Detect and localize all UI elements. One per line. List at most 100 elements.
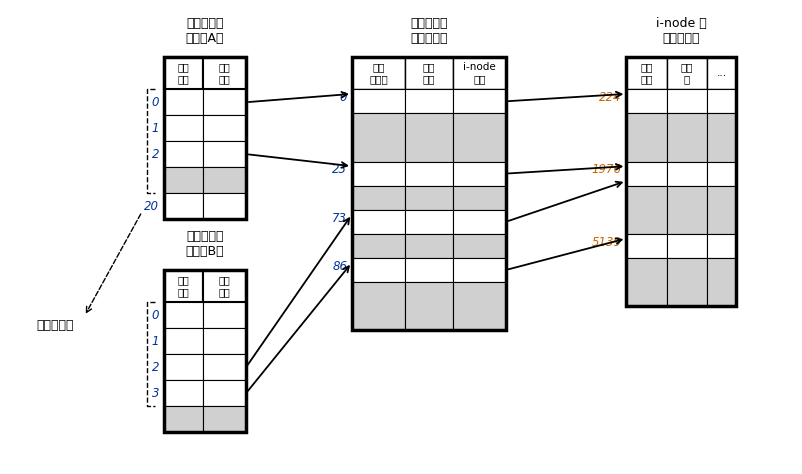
Text: 3: 3: [152, 387, 160, 400]
Text: i-node 表
（系统级）: i-node 表 （系统级）: [655, 17, 706, 45]
Text: 1: 1: [152, 335, 160, 348]
Text: 0: 0: [152, 96, 160, 109]
Bar: [452, 162, 505, 186]
Bar: [351, 57, 505, 330]
Bar: [666, 89, 707, 113]
Bar: [351, 186, 404, 210]
Bar: [666, 113, 707, 162]
Bar: [164, 406, 202, 432]
Text: 文件
锁: 文件 锁: [680, 62, 692, 84]
Text: i-node
指针: i-node 指针: [463, 62, 495, 84]
Text: 0: 0: [152, 309, 160, 322]
Bar: [707, 258, 735, 306]
Bar: [626, 57, 735, 306]
Text: 文件
指针: 文件 指针: [218, 275, 230, 297]
Bar: [626, 89, 666, 113]
Bar: [164, 115, 202, 141]
Bar: [707, 89, 735, 113]
Text: 0: 0: [339, 91, 346, 104]
Bar: [626, 162, 666, 186]
Bar: [666, 258, 707, 306]
Bar: [202, 167, 245, 193]
Bar: [452, 210, 505, 234]
Bar: [164, 270, 245, 432]
Text: 打开文件表
（系统级）: 打开文件表 （系统级）: [410, 17, 448, 45]
Bar: [164, 89, 202, 115]
Text: 文件描述符
（进程B）: 文件描述符 （进程B）: [185, 230, 224, 258]
Bar: [666, 57, 707, 89]
Bar: [452, 186, 505, 210]
Text: 文件
类型: 文件 类型: [639, 62, 652, 84]
Bar: [202, 115, 245, 141]
Bar: [626, 57, 666, 89]
Bar: [164, 141, 202, 167]
Bar: [202, 302, 245, 328]
Bar: [404, 258, 452, 282]
Bar: [164, 302, 202, 328]
Bar: [202, 193, 245, 219]
Text: 5139: 5139: [591, 236, 621, 249]
Bar: [626, 186, 666, 234]
Bar: [164, 167, 202, 193]
Bar: [666, 186, 707, 234]
Text: 224: 224: [598, 91, 621, 104]
Text: 1976: 1976: [591, 164, 621, 176]
Bar: [404, 89, 452, 113]
Bar: [404, 282, 452, 330]
Bar: [404, 113, 452, 162]
Text: 文件
偏移量: 文件 偏移量: [369, 62, 387, 84]
Bar: [351, 57, 404, 89]
Bar: [164, 380, 202, 406]
Text: 文件描述符
（进程A）: 文件描述符 （进程A）: [185, 17, 224, 45]
Bar: [452, 89, 505, 113]
Bar: [626, 234, 666, 258]
Bar: [202, 380, 245, 406]
Bar: [351, 162, 404, 186]
Bar: [351, 234, 404, 258]
Bar: [666, 234, 707, 258]
Bar: [202, 406, 245, 432]
Bar: [164, 354, 202, 380]
Bar: [707, 186, 735, 234]
Bar: [707, 113, 735, 162]
Bar: [707, 234, 735, 258]
Text: 状态
标志: 状态 标志: [422, 62, 435, 84]
Text: 控制
标志: 控制 标志: [177, 275, 189, 297]
Bar: [351, 210, 404, 234]
Bar: [404, 210, 452, 234]
Bar: [404, 162, 452, 186]
Bar: [202, 57, 245, 89]
Bar: [202, 141, 245, 167]
Text: 86: 86: [332, 260, 346, 273]
Bar: [351, 113, 404, 162]
Text: 文件描述符: 文件描述符: [36, 319, 74, 332]
Text: 23: 23: [332, 164, 346, 176]
Text: 2: 2: [152, 361, 160, 374]
Bar: [707, 162, 735, 186]
Text: ...: ...: [715, 68, 726, 78]
Bar: [452, 258, 505, 282]
Text: 73: 73: [332, 211, 346, 225]
Bar: [164, 57, 245, 219]
Text: 控制
标志: 控制 标志: [177, 62, 189, 84]
Bar: [164, 193, 202, 219]
Bar: [202, 270, 245, 302]
Bar: [202, 328, 245, 354]
Bar: [452, 282, 505, 330]
Bar: [452, 234, 505, 258]
Bar: [164, 57, 202, 89]
Bar: [351, 258, 404, 282]
Bar: [351, 89, 404, 113]
Bar: [707, 57, 735, 89]
Bar: [164, 328, 202, 354]
Bar: [404, 186, 452, 210]
Bar: [164, 270, 202, 302]
Text: 1: 1: [152, 122, 160, 135]
Text: 20: 20: [144, 200, 160, 212]
Bar: [351, 282, 404, 330]
Bar: [452, 113, 505, 162]
Bar: [404, 57, 452, 89]
Bar: [404, 234, 452, 258]
Text: 文件
指针: 文件 指针: [218, 62, 230, 84]
Bar: [626, 113, 666, 162]
